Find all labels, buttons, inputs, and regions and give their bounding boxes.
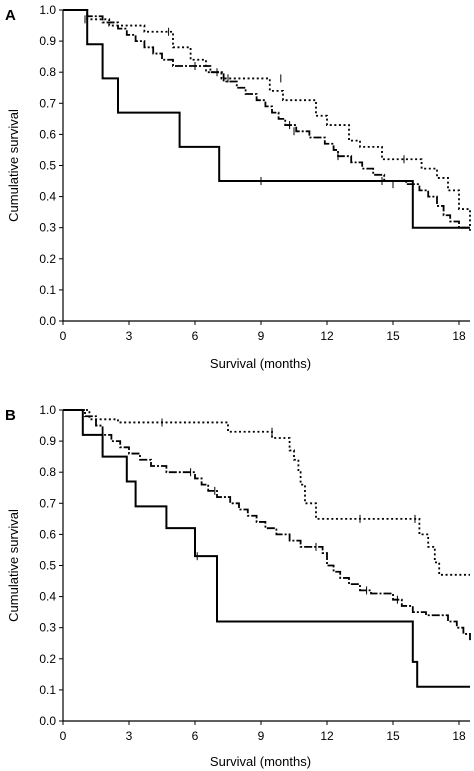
panel-b-y-tick-label: 1.0: [39, 403, 56, 417]
panel-a-series-solid: [63, 9, 470, 229]
panel-a-series-dashdot: [63, 9, 471, 231]
panel-a-x-tick-label: 9: [258, 329, 265, 343]
panel-b-y-tick-label: 0.0: [39, 714, 56, 728]
panel-b-y-tick-label: 0.4: [39, 590, 56, 604]
panel-b-series-solid: [63, 409, 470, 688]
panel-a-y-tick-label: 0.8: [39, 65, 56, 79]
panel-b-series-dotted: [63, 409, 470, 576]
panel-a-y-tick-label: 0.7: [39, 96, 56, 110]
panel-a-x-tick-label: 18: [452, 329, 466, 343]
panel-a-y-tick-label: 0.6: [39, 127, 56, 141]
panel-b-x-tick-label: 0: [60, 729, 67, 743]
panel-b-y-tick-label: 0.1: [39, 683, 56, 697]
panel-a-y-tick-label: 0.2: [39, 252, 56, 266]
panel-b-x-axis-label: Survival (months): [210, 754, 311, 769]
panel-b-series-dashdot: [63, 409, 471, 641]
panel-b-y-tick-label: 0.2: [39, 652, 56, 666]
panel-a-series-dotted: [63, 9, 471, 228]
panel-a-x-tick-label: 15: [386, 329, 400, 343]
panel-b-y-tick-label: 0.8: [39, 465, 56, 479]
panel-a-y-tick-label: 0.4: [39, 190, 56, 204]
panel-a-x-tick-label: 3: [126, 329, 133, 343]
panel-a-y-tick-label: 0.1: [39, 283, 56, 297]
panel-a-y-tick-label: 1.0: [39, 3, 56, 17]
panel-b-x-tick-label: 18: [452, 729, 466, 743]
panel-b-x-tick-label: 15: [386, 729, 400, 743]
panel-b: B 0.0 0.1 0.2 0.3 0.4 0.5 0.6 0.7 0.8 0.9 1.0 0 3 6 9 12…: [5, 403, 471, 769]
panel-a-label: A: [5, 7, 16, 24]
panel-a-y-tick-label: 0.9: [39, 34, 56, 48]
panel-a-y-tick-label: 0.0: [39, 314, 56, 328]
panel-b-x-tick-label: 9: [258, 729, 265, 743]
panel-a-y-axis-label: Cumulative survival: [6, 109, 21, 222]
panel-a-y-tick-label: 0.5: [39, 159, 56, 173]
panel-b-x-tick-label: 6: [192, 729, 199, 743]
panel-b-y-axis-label: Cumulative survival: [6, 509, 21, 622]
panel-a-x-tick-label: 0: [60, 329, 67, 343]
panel-a-x-axis-label: Survival (months): [210, 356, 311, 371]
panel-b-y-tick-label: 0.9: [39, 434, 56, 448]
panel-b-y-tick-label: 0.7: [39, 496, 56, 510]
panel-b-x-tick-label: 3: [126, 729, 133, 743]
panel-a-x-tick-label: 6: [192, 329, 199, 343]
panel-a-x-tick-label: 12: [320, 329, 334, 343]
panel-b-label: B: [5, 407, 16, 424]
panel-b-y-tick-label: 0.3: [39, 621, 56, 635]
panel-a: A 0.0 0.1 0.2 0.3 0.4 0.5 0.6 0.7 0.8 0.9 1.0 0 3 6 9 12…: [5, 3, 471, 371]
panel-b-y-tick-label: 0.6: [39, 527, 56, 541]
panel-a-y-tick-label: 0.3: [39, 221, 56, 235]
panel-b-x-tick-label: 12: [320, 729, 334, 743]
panel-b-y-tick-label: 0.5: [39, 559, 56, 573]
